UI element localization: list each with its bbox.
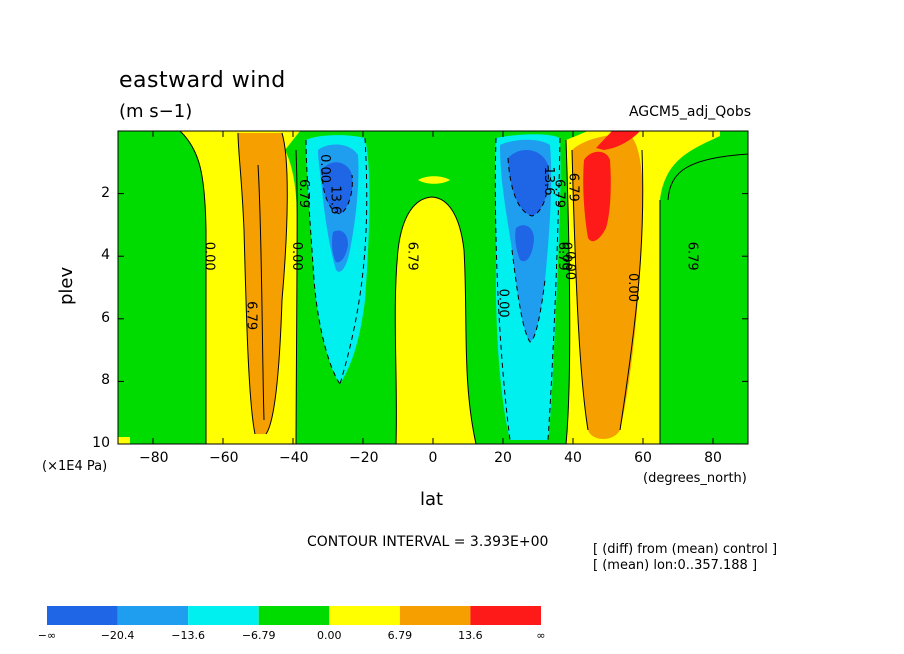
colorbar-swatch [470, 606, 541, 625]
contour-label: 0.00 [562, 251, 577, 280]
y-axis-label: plev [56, 266, 77, 305]
fill-yellow-center [395, 197, 476, 444]
diff-note: [ (diff) from (mean) control ] [593, 542, 778, 557]
colorbar-label: −∞ [37, 629, 57, 642]
x-axis-unit: (degrees_north) [643, 471, 747, 486]
x-tick-label: −60 [209, 450, 239, 466]
fill-green-nh-right [668, 154, 748, 444]
fill-darkblue-nh [508, 149, 549, 216]
x-axis-label: lat [420, 489, 444, 510]
x-tick-label: −40 [279, 450, 309, 466]
colorbar-swatch [329, 606, 400, 625]
contour-interval: CONTOUR INTERVAL = 3.393E+00 [307, 534, 549, 550]
y-tick-label: 8 [101, 372, 110, 389]
x-tick-label: −20 [349, 450, 379, 466]
contour-label: 0.00 [289, 242, 304, 271]
chart-units: (m s−1) [119, 101, 193, 122]
y-axis-unit: (×1E4 Pa) [42, 459, 108, 474]
x-tick-label: 0 [428, 450, 438, 466]
colorbar-swatch [258, 606, 330, 625]
contour-label: 6.79 [296, 179, 311, 208]
colorbar-label: −6.79 [241, 629, 276, 642]
contour-label: 6.79 [555, 242, 570, 271]
contour-label: 6.79 [566, 173, 581, 202]
fill-darkblue-sh-low [332, 230, 348, 263]
x-tick-marks [152, 131, 714, 444]
colorbar-label: 0.00 [317, 629, 342, 642]
fill-orange-sh [238, 133, 288, 434]
contour-label: 13.6 [541, 167, 556, 196]
contour-label: 0.00 [202, 242, 217, 271]
x-tick-label: 60 [634, 450, 652, 466]
colorbar-label: −20.4 [100, 629, 135, 642]
fill-yellow-corner [118, 437, 130, 444]
contour-label: 0.00 [317, 154, 332, 183]
contour-label: 13.6 [328, 185, 343, 214]
colorbar [47, 606, 541, 625]
contour-label: 0.00 [625, 273, 640, 302]
colorbar-label: 6.79 [387, 629, 413, 642]
colorbar-swatch [117, 606, 189, 625]
y-tick-label: 2 [101, 184, 110, 201]
model-name: AGCM5_adj_Qobs [628, 104, 751, 120]
x-tick-label: 80 [704, 450, 722, 466]
colorbar-swatch [399, 606, 471, 625]
fill-darkblue-nh-low [515, 225, 534, 262]
mean-note: [ (mean) lon:0..357.188 ] [593, 558, 758, 573]
fill-red-nh-top [596, 131, 640, 150]
colorbar-label: −13.6 [171, 629, 205, 642]
contour-label: 0.00 [496, 289, 511, 318]
colorbar-label: ∞ [536, 629, 546, 642]
contour-label: 6.79 [552, 179, 567, 208]
x-tick-label: −80 [139, 450, 169, 466]
fill-yellow-center-small [418, 176, 450, 184]
fill-red-nh [583, 151, 611, 242]
chart-title: eastward wind [119, 68, 286, 93]
y-tick-label: 10 [92, 435, 110, 451]
x-tick-label: 40 [564, 450, 582, 466]
contour-labels: 6.7913.60.006.790.000.006.790.000.006.79… [202, 154, 700, 330]
plot-fills [118, 131, 748, 444]
colorbar-swatch [47, 606, 118, 625]
contour-label: 6.79 [685, 242, 700, 271]
fill-darkblue-sh [322, 162, 353, 214]
negative-contours [305, 137, 561, 441]
y-tick-marks [118, 193, 748, 445]
colorbar-swatch [188, 606, 259, 625]
x-tick-label: 20 [494, 450, 512, 466]
contour-label: 6.79 [405, 242, 420, 271]
contour-label: 0.00 [559, 242, 574, 271]
contour-label: 6.79 [244, 301, 259, 330]
colorbar-label: 13.6 [458, 629, 483, 642]
y-tick-label: 4 [101, 247, 110, 264]
contour-lines [179, 131, 748, 444]
y-tick-label: 6 [101, 309, 110, 326]
